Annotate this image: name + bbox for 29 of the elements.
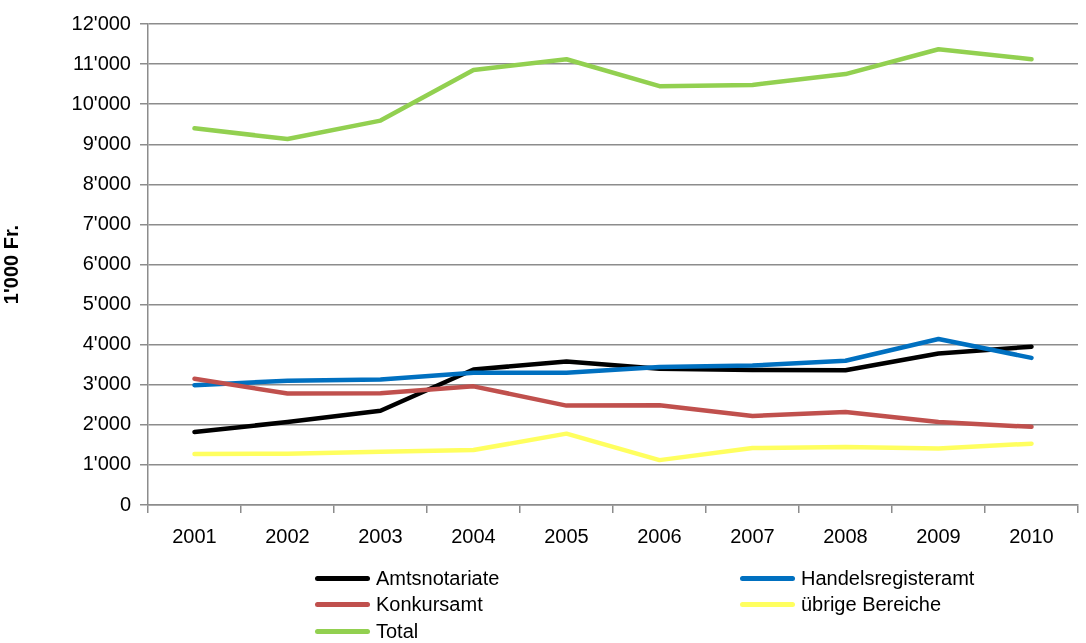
y-tick-label: 6'000 — [82, 252, 131, 275]
x-tick-label: 2005 — [544, 524, 589, 547]
x-tick-label: 2004 — [451, 524, 496, 547]
legend-label: Amtsnotariate — [376, 566, 500, 590]
y-tick-label: 2'000 — [82, 412, 131, 435]
x-tick-label: 2007 — [730, 524, 775, 547]
y-tick-label: 3'000 — [82, 372, 131, 395]
y-tick-label: 7'000 — [82, 211, 131, 234]
y-tick-label: 8'000 — [82, 171, 131, 194]
legend-label: Konkursamt — [376, 593, 483, 617]
legend-label: Total — [376, 619, 419, 643]
legend-label: Handelsregisteramt — [801, 566, 975, 590]
y-tick-label: 5'000 — [82, 292, 131, 315]
x-tick-label: 2002 — [265, 524, 310, 547]
x-tick-label: 2006 — [637, 524, 682, 547]
y-tick-label: 12'000 — [71, 11, 131, 34]
y-tick-label: 1'000 — [82, 452, 131, 475]
x-tick-label: 2003 — [358, 524, 403, 547]
x-tick-label: 2008 — [823, 524, 868, 547]
y-axis-title: 1'000 Fr. — [0, 224, 22, 305]
y-tick-label: 9'000 — [82, 131, 131, 154]
legend-label: übrige Bereiche — [801, 593, 942, 617]
y-tick-label: 10'000 — [71, 91, 131, 114]
y-tick-label: 4'000 — [82, 332, 131, 355]
y-tick-label: 0 — [119, 492, 131, 515]
x-tick-label: 2001 — [172, 524, 217, 547]
x-tick-label: 2010 — [1009, 524, 1054, 547]
y-tick-label: 11'000 — [73, 51, 131, 74]
x-tick-label: 2009 — [916, 524, 961, 547]
